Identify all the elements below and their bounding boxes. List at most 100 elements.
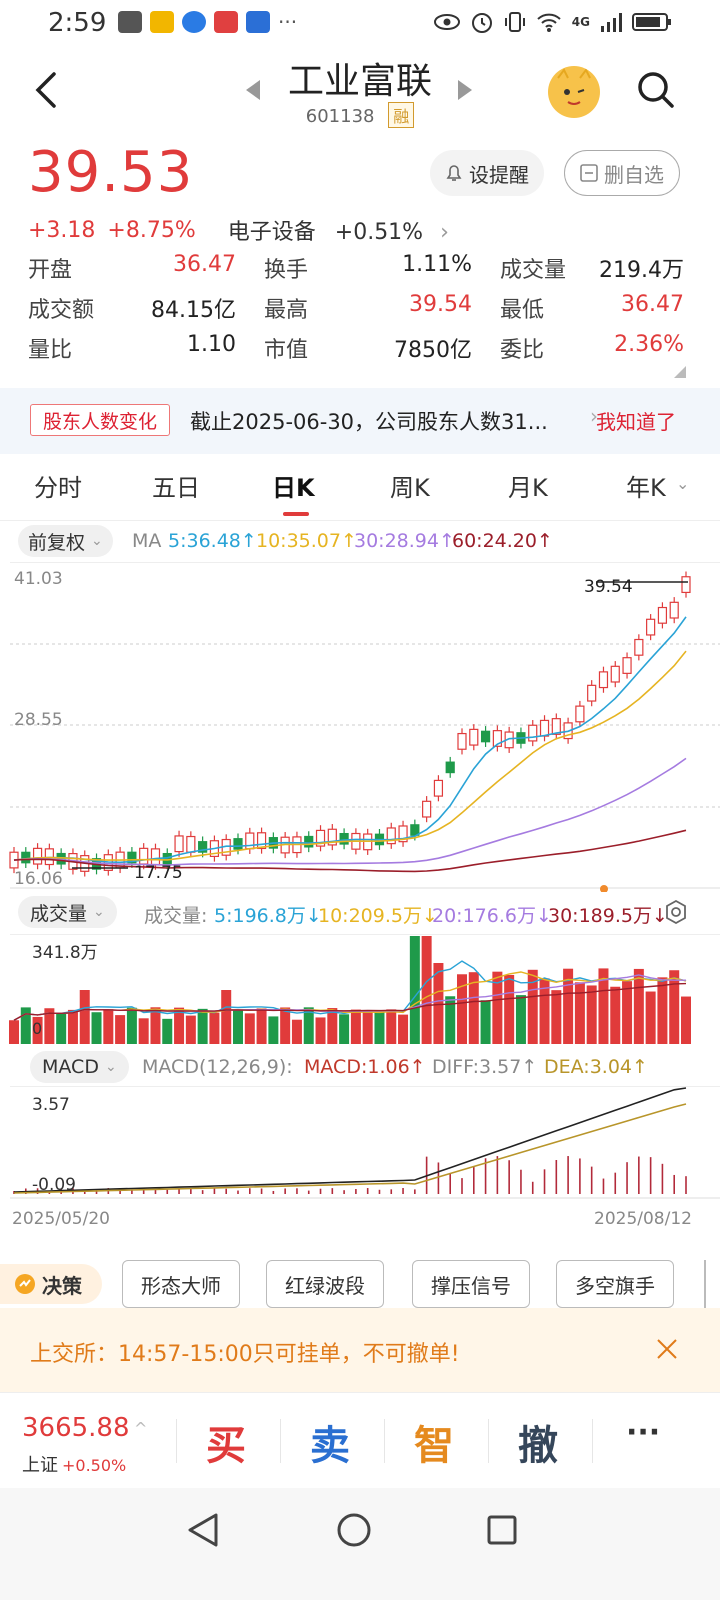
decision-badge[interactable]: 决策 [0,1264,102,1304]
chevron-down-icon[interactable]: ⌄ [676,474,690,493]
sell-button[interactable]: 卖 [310,1423,350,1469]
tab-weekly-k[interactable]: 周K [390,474,430,502]
tab-yearly-k[interactable]: 年K [626,474,666,502]
smart-button[interactable]: 智 [414,1423,454,1469]
index-value: 3665.88 [22,1413,130,1443]
tab-five-day[interactable]: 五日 [152,474,200,502]
sector-pct: +0.51% [334,220,424,245]
volume-bar [32,1016,43,1044]
candle [186,835,196,853]
volume-bar [433,963,444,1044]
volume-bar [386,1009,397,1044]
ma10-line [13,650,687,861]
volume-bar [221,990,232,1044]
index-change: +0.50% [62,1456,127,1475]
more-button[interactable]: ··· [626,1415,661,1450]
chevron-down-icon: ⌄ [91,533,103,549]
nav-back-icon[interactable] [186,1512,220,1548]
y-axis-top-label: 41.03 [14,569,63,589]
nav-home-icon[interactable] [336,1512,372,1548]
volume-bar [586,985,597,1044]
vol-ma5-value: 5:196.8万↓ [214,905,322,927]
set-reminder-label: 设提醒 [469,162,529,187]
tool-label: 红绿波段 [285,1273,365,1298]
status-time: 2:59 [48,8,107,38]
vol-ma20-value: 20:176.6万↓ [432,905,552,927]
divider [592,1419,593,1463]
chevron-up-icon: ^ [134,1419,148,1438]
date-start-label: 2025/05/20 [12,1209,110,1229]
volume-bar [421,936,432,1044]
quote-label: 换手 [264,258,309,283]
remove-watchlist-button[interactable]: 删自选 [564,150,680,196]
candle [386,827,396,845]
mascot-icon[interactable] [548,66,600,118]
volume-selector[interactable]: 成交量 ⌄ [18,896,117,928]
alarm-icon [471,13,492,33]
volume-bar [598,968,609,1044]
volume-label: 成交量: [144,905,208,927]
tab-daily-k[interactable]: 日K [272,474,315,502]
shareholder-notice[interactable]: 股东人数变化 截止2025-06-30，公司股东人数31... › 我知道了 [0,388,720,454]
quote-value: 36.47 [621,292,684,317]
volume-bar [244,1013,255,1044]
candle [327,828,337,846]
trade-bar: 3665.88 ^ 上证 +0.50% 买 卖 智 撤 ··· [0,1392,720,1488]
macd-selector[interactable]: MACD ⌄ [30,1051,129,1083]
candle [256,832,267,850]
close-icon[interactable] [656,1338,678,1360]
index-name-row: 上证 +0.50% [22,1451,126,1477]
tab-monthly-k[interactable]: 月K [508,474,548,502]
quote-label: 成交量 [500,258,567,283]
next-stock-icon[interactable] [458,80,472,100]
ma5-line [13,616,687,864]
expand-corner-icon[interactable] [674,366,686,378]
dismiss-notice-button[interactable]: 我知道了 [596,410,676,434]
wifi-icon [537,13,561,32]
tool-pattern-master-button[interactable]: 形态大师 [122,1260,240,1308]
set-reminder-button[interactable]: 设提醒 [430,150,544,196]
settings-icon[interactable] [664,900,688,924]
candle [304,835,314,848]
volume-bar [162,1018,173,1044]
tool-label: 撑压信号 [431,1273,511,1298]
cancel-order-button[interactable]: 撤 [518,1423,558,1469]
prev-stock-icon[interactable] [246,80,260,100]
tab-minute[interactable]: 分时 [34,474,82,502]
divider [0,520,720,521]
macd-value: MACD:1.06↑ [304,1056,426,1078]
tool-bull-bear-flag-button[interactable]: 多空旗手 [556,1260,674,1308]
chevron-down-icon: ⌄ [93,904,105,920]
macd-chart[interactable]: 3.57 -0.09 2025/05/20 2025/08/12 [0,1086,720,1230]
diff-value: DIFF:3.57↑ [432,1056,538,1078]
nav-recents-icon[interactable] [486,1514,518,1546]
decision-label: 决策 [42,1273,82,1298]
volume-bar [445,996,456,1044]
buy-button[interactable]: 买 [206,1423,246,1469]
stock-code-row: 601138 融 [0,102,720,128]
volume-bar [622,981,633,1044]
candle [422,800,432,818]
volume-chart[interactable]: 341.8万 0 [0,934,720,1046]
tool-support-pressure-button[interactable]: 撑压信号 [412,1260,530,1308]
weibo-icon [150,11,174,33]
quote-label: 委比 [500,338,545,363]
tool-red-green-wave-button[interactable]: 红绿波段 [266,1260,384,1308]
notice-tag: 股东人数变化 [30,404,171,436]
candle [469,728,479,746]
kline-chart[interactable]: 41.03 28.55 16.06 39.54 17.75 [0,562,720,892]
volume-bar [44,1008,55,1044]
search-icon[interactable] [636,70,676,110]
event-dot[interactable] [600,885,608,892]
quote-value: 1.10 [187,332,236,357]
sector-name: 电子设备 [227,220,316,245]
quote-value: 2.36% [614,332,684,357]
sector-link[interactable]: 电子设备 +0.51% › [228,214,449,246]
remove-watchlist-label: 删自选 [604,162,664,187]
volume-bar [174,1007,185,1044]
adjust-selector[interactable]: 前复权 ⌄ [18,525,113,557]
network-type: 4G [571,15,590,29]
back-icon[interactable] [30,70,60,110]
candle [233,838,243,850]
candle [174,835,184,853]
